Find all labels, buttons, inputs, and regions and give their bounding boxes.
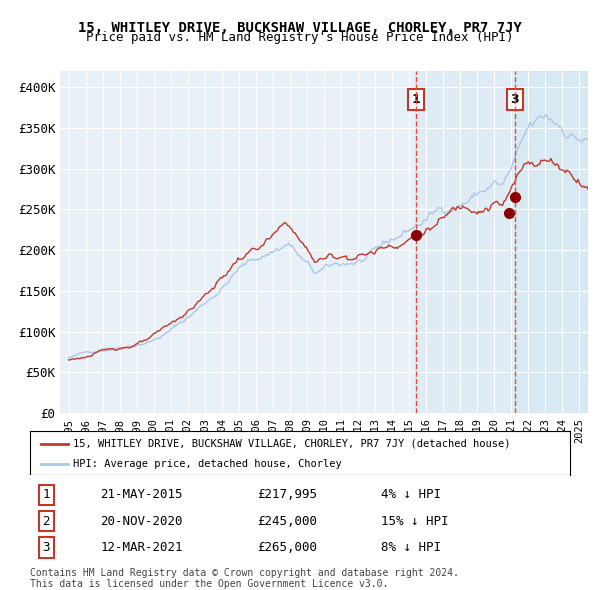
Text: 21-MAY-2015: 21-MAY-2015 (100, 489, 182, 502)
Text: HPI: Average price, detached house, Chorley: HPI: Average price, detached house, Chor… (73, 459, 342, 469)
Text: 15, WHITLEY DRIVE, BUCKSHAW VILLAGE, CHORLEY, PR7 7JY (detached house): 15, WHITLEY DRIVE, BUCKSHAW VILLAGE, CHO… (73, 439, 511, 449)
Text: 4% ↓ HPI: 4% ↓ HPI (381, 489, 441, 502)
Text: This data is licensed under the Open Government Licence v3.0.: This data is licensed under the Open Gov… (30, 579, 388, 589)
Bar (515, 71, 588, 413)
Text: £245,000: £245,000 (257, 514, 317, 527)
Text: 15% ↓ HPI: 15% ↓ HPI (381, 514, 449, 527)
Text: Price paid vs. HM Land Registry's House Price Index (HPI): Price paid vs. HM Land Registry's House … (86, 31, 514, 44)
Text: 3: 3 (43, 541, 50, 554)
Text: 20-NOV-2020: 20-NOV-2020 (100, 514, 182, 527)
Text: 1: 1 (411, 93, 420, 106)
Text: 1: 1 (43, 489, 50, 502)
Bar (416, 71, 588, 413)
Text: 15, WHITLEY DRIVE, BUCKSHAW VILLAGE, CHORLEY, PR7 7JY: 15, WHITLEY DRIVE, BUCKSHAW VILLAGE, CHO… (78, 21, 522, 35)
Text: 2: 2 (43, 514, 50, 527)
Text: £217,995: £217,995 (257, 489, 317, 502)
Text: Contains HM Land Registry data © Crown copyright and database right 2024.: Contains HM Land Registry data © Crown c… (30, 568, 459, 578)
Text: 3: 3 (510, 93, 519, 106)
Text: £265,000: £265,000 (257, 541, 317, 554)
Text: 8% ↓ HPI: 8% ↓ HPI (381, 541, 441, 554)
Text: 12-MAR-2021: 12-MAR-2021 (100, 541, 182, 554)
